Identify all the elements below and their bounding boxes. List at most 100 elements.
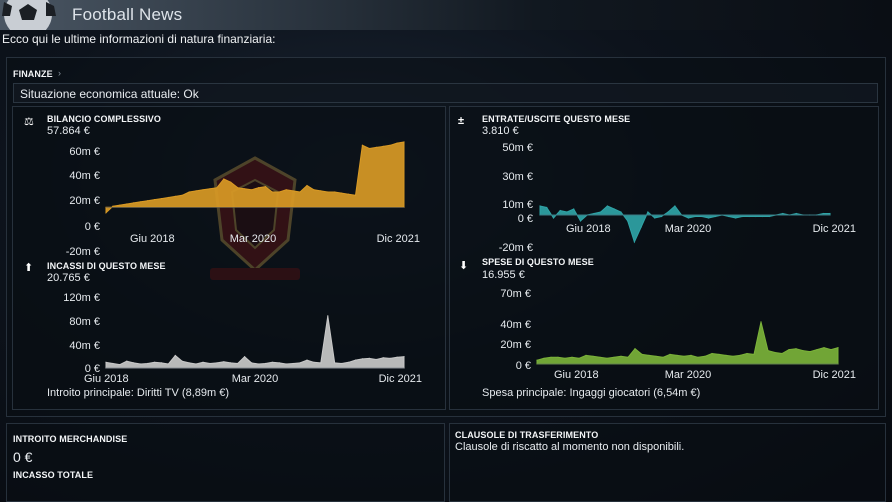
data-point[interactable]: [774, 351, 776, 354]
data-point[interactable]: [795, 348, 797, 350]
data-point[interactable]: [237, 187, 239, 189]
data-point[interactable]: [728, 215, 730, 218]
data-point[interactable]: [285, 363, 287, 365]
data-point[interactable]: [571, 356, 573, 358]
data-point[interactable]: [739, 354, 741, 356]
data-point[interactable]: [271, 191, 273, 193]
data-point[interactable]: [112, 362, 114, 365]
data-point[interactable]: [244, 356, 246, 358]
data-point[interactable]: [755, 215, 757, 218]
data-point[interactable]: [552, 217, 555, 219]
data-point[interactable]: [536, 359, 538, 361]
data-point[interactable]: [354, 194, 357, 196]
data-point[interactable]: [809, 351, 811, 353]
data-point[interactable]: [271, 361, 273, 363]
data-point[interactable]: [257, 363, 260, 365]
data-point[interactable]: [327, 315, 329, 317]
data-point[interactable]: [230, 362, 232, 364]
data-point[interactable]: [669, 353, 671, 355]
data-point[interactable]: [746, 352, 748, 355]
data-point[interactable]: [620, 355, 622, 357]
data-point[interactable]: [748, 215, 750, 218]
data-point[interactable]: [188, 191, 190, 193]
data-point[interactable]: [539, 205, 541, 207]
data-point[interactable]: [306, 184, 308, 187]
data-point[interactable]: [768, 215, 770, 218]
data-point[interactable]: [313, 361, 315, 363]
data-point[interactable]: [237, 362, 239, 365]
data-point[interactable]: [690, 354, 692, 356]
data-point[interactable]: [822, 212, 824, 215]
data-point[interactable]: [140, 363, 142, 365]
data-point[interactable]: [299, 362, 301, 364]
data-point[interactable]: [299, 191, 301, 193]
data-point[interactable]: [620, 211, 622, 213]
data-point[interactable]: [368, 357, 370, 359]
data-point[interactable]: [564, 357, 566, 359]
data-point[interactable]: [119, 204, 121, 206]
data-point[interactable]: [830, 349, 832, 351]
data-point[interactable]: [592, 355, 594, 357]
data-point[interactable]: [119, 364, 121, 366]
data-point[interactable]: [147, 362, 149, 365]
data-point[interactable]: [389, 144, 391, 146]
data-point[interactable]: [579, 220, 582, 222]
data-point[interactable]: [585, 354, 587, 356]
data-point[interactable]: [320, 190, 322, 192]
data-point[interactable]: [837, 347, 839, 349]
data-point[interactable]: [660, 215, 663, 218]
data-point[interactable]: [697, 356, 699, 358]
data-point[interactable]: [396, 356, 398, 358]
data-point[interactable]: [578, 357, 580, 359]
data-point[interactable]: [174, 195, 176, 197]
data-point[interactable]: [767, 350, 769, 352]
data-point[interactable]: [694, 215, 696, 218]
data-point[interactable]: [202, 361, 204, 363]
data-point[interactable]: [216, 187, 218, 189]
expense-note-value[interactable]: Ingaggi giocatori (6,54m €): [569, 387, 701, 399]
data-point[interactable]: [348, 361, 350, 363]
data-point[interactable]: [348, 193, 350, 195]
data-point[interactable]: [382, 145, 384, 147]
data-point[interactable]: [244, 188, 246, 190]
income-note-value[interactable]: Diritti TV (8,89m €): [136, 387, 229, 399]
data-point[interactable]: [126, 360, 128, 362]
data-point[interactable]: [105, 212, 107, 214]
data-point[interactable]: [788, 349, 790, 351]
data-point[interactable]: [153, 199, 156, 201]
data-point[interactable]: [550, 356, 552, 358]
data-point[interactable]: [741, 215, 743, 218]
data-point[interactable]: [250, 189, 253, 191]
data-point[interactable]: [126, 203, 128, 205]
data-point[interactable]: [223, 361, 225, 363]
data-point[interactable]: [195, 363, 197, 365]
data-point[interactable]: [292, 362, 294, 365]
data-point[interactable]: [606, 205, 609, 207]
data-point[interactable]: [543, 357, 545, 359]
data-point[interactable]: [573, 208, 575, 210]
data-point[interactable]: [708, 217, 710, 219]
data-point[interactable]: [760, 321, 762, 323]
data-point[interactable]: [320, 362, 322, 364]
data-point[interactable]: [823, 347, 825, 349]
data-point[interactable]: [667, 211, 669, 213]
data-point[interactable]: [264, 362, 266, 365]
data-point[interactable]: [546, 206, 548, 209]
data-point[interactable]: [599, 356, 601, 358]
data-point[interactable]: [732, 355, 734, 357]
data-point[interactable]: [613, 208, 615, 210]
data-point[interactable]: [714, 215, 716, 218]
data-point[interactable]: [674, 205, 676, 207]
data-point[interactable]: [403, 356, 405, 358]
data-point[interactable]: [140, 201, 142, 203]
data-point[interactable]: [368, 147, 370, 150]
data-point[interactable]: [105, 361, 107, 363]
data-point[interactable]: [647, 211, 649, 213]
data-point[interactable]: [753, 353, 755, 355]
data-point[interactable]: [606, 357, 608, 359]
data-point[interactable]: [655, 355, 657, 357]
data-point[interactable]: [167, 363, 169, 365]
data-point[interactable]: [389, 357, 391, 359]
data-point[interactable]: [375, 146, 377, 148]
data-point[interactable]: [725, 354, 727, 356]
